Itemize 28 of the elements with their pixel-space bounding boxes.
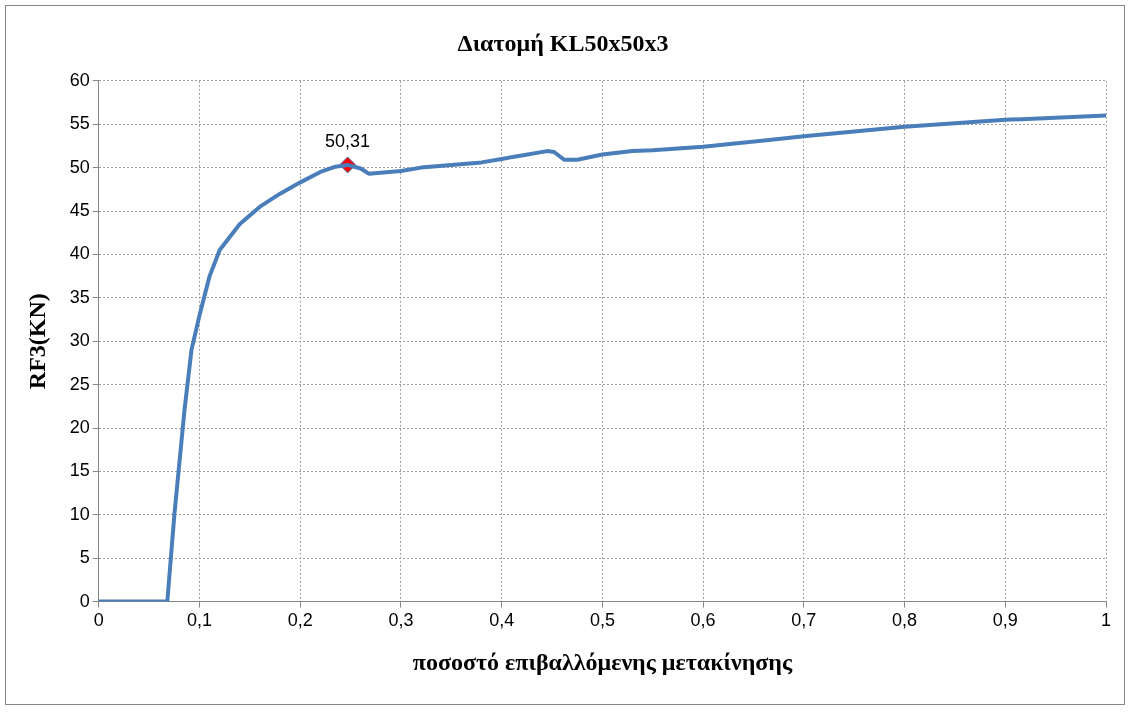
y-tick-label: 0 xyxy=(79,590,90,611)
x-tick-label: 0,6 xyxy=(690,610,716,631)
x-tick-label: 0 xyxy=(93,610,104,631)
x-tick-label: 0,5 xyxy=(589,610,615,631)
y-tick-label: 20 xyxy=(69,416,90,437)
x-tick-label: 0,2 xyxy=(287,610,313,631)
y-tick-label: 15 xyxy=(69,460,90,481)
y-axis-title: RF3(KN) xyxy=(23,293,50,390)
x-tick-label: 0,1 xyxy=(187,610,213,631)
data-label: 50,31 xyxy=(325,130,371,151)
y-tick-label: 10 xyxy=(69,503,90,524)
x-tick-label: 0,8 xyxy=(892,610,918,631)
y-tick-label: 30 xyxy=(69,330,90,351)
y-tick-label: 45 xyxy=(69,199,90,220)
x-axis-title: ποσοστό επιβαλλόμενης μετακίνησης xyxy=(412,648,793,675)
y-tick-label: 55 xyxy=(69,113,90,134)
y-tick-label: 25 xyxy=(69,373,90,394)
x-tick-label: 0,3 xyxy=(388,610,414,631)
y-tick-label: 40 xyxy=(69,243,90,264)
y-tick-label: 60 xyxy=(69,69,90,90)
x-tick-label: 0,4 xyxy=(489,610,515,631)
y-tick-label: 35 xyxy=(69,286,90,307)
x-tick-label: 1 xyxy=(1100,610,1112,631)
y-tick-label: 50 xyxy=(69,156,90,177)
chart-title: Διατομή KL50x50x3 xyxy=(457,29,669,56)
x-tick-label: 0,7 xyxy=(791,610,817,631)
y-tick-label: 5 xyxy=(79,547,90,568)
x-tick-label: 0,9 xyxy=(992,610,1018,631)
